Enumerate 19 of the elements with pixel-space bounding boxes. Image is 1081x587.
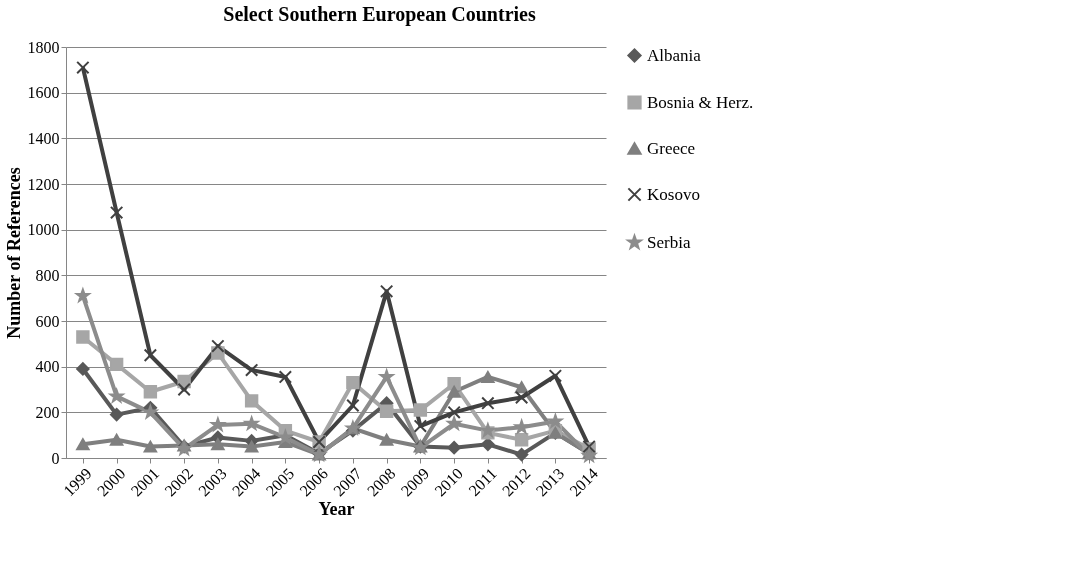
y-tick-label: 400	[35, 358, 60, 376]
x-axis-title: Year	[318, 499, 355, 520]
y-tick-label: 200	[35, 403, 60, 421]
chart-title: Select Southern European Countries	[223, 3, 536, 26]
y-tick-label: 1800	[27, 38, 60, 56]
legend-label: Albania	[647, 45, 702, 65]
legend-label: Bosnia & Herz.	[647, 92, 754, 112]
y-tick-label: 1000	[27, 221, 60, 239]
y-tick-label: 0	[51, 449, 60, 467]
y-tick-label: 800	[35, 266, 60, 284]
y-axis-title: Number of References	[3, 167, 24, 339]
legend-label: Kosovo	[647, 184, 700, 204]
y-tick-label: 1600	[27, 84, 60, 102]
y-tick-label: 1400	[27, 129, 60, 147]
legend-label: Greece	[647, 138, 696, 158]
legend-label: Serbia	[647, 232, 691, 252]
y-tick-label: 1200	[27, 175, 60, 193]
y-tick-label: 600	[35, 312, 60, 330]
x-tick-label: 1999	[60, 464, 95, 500]
